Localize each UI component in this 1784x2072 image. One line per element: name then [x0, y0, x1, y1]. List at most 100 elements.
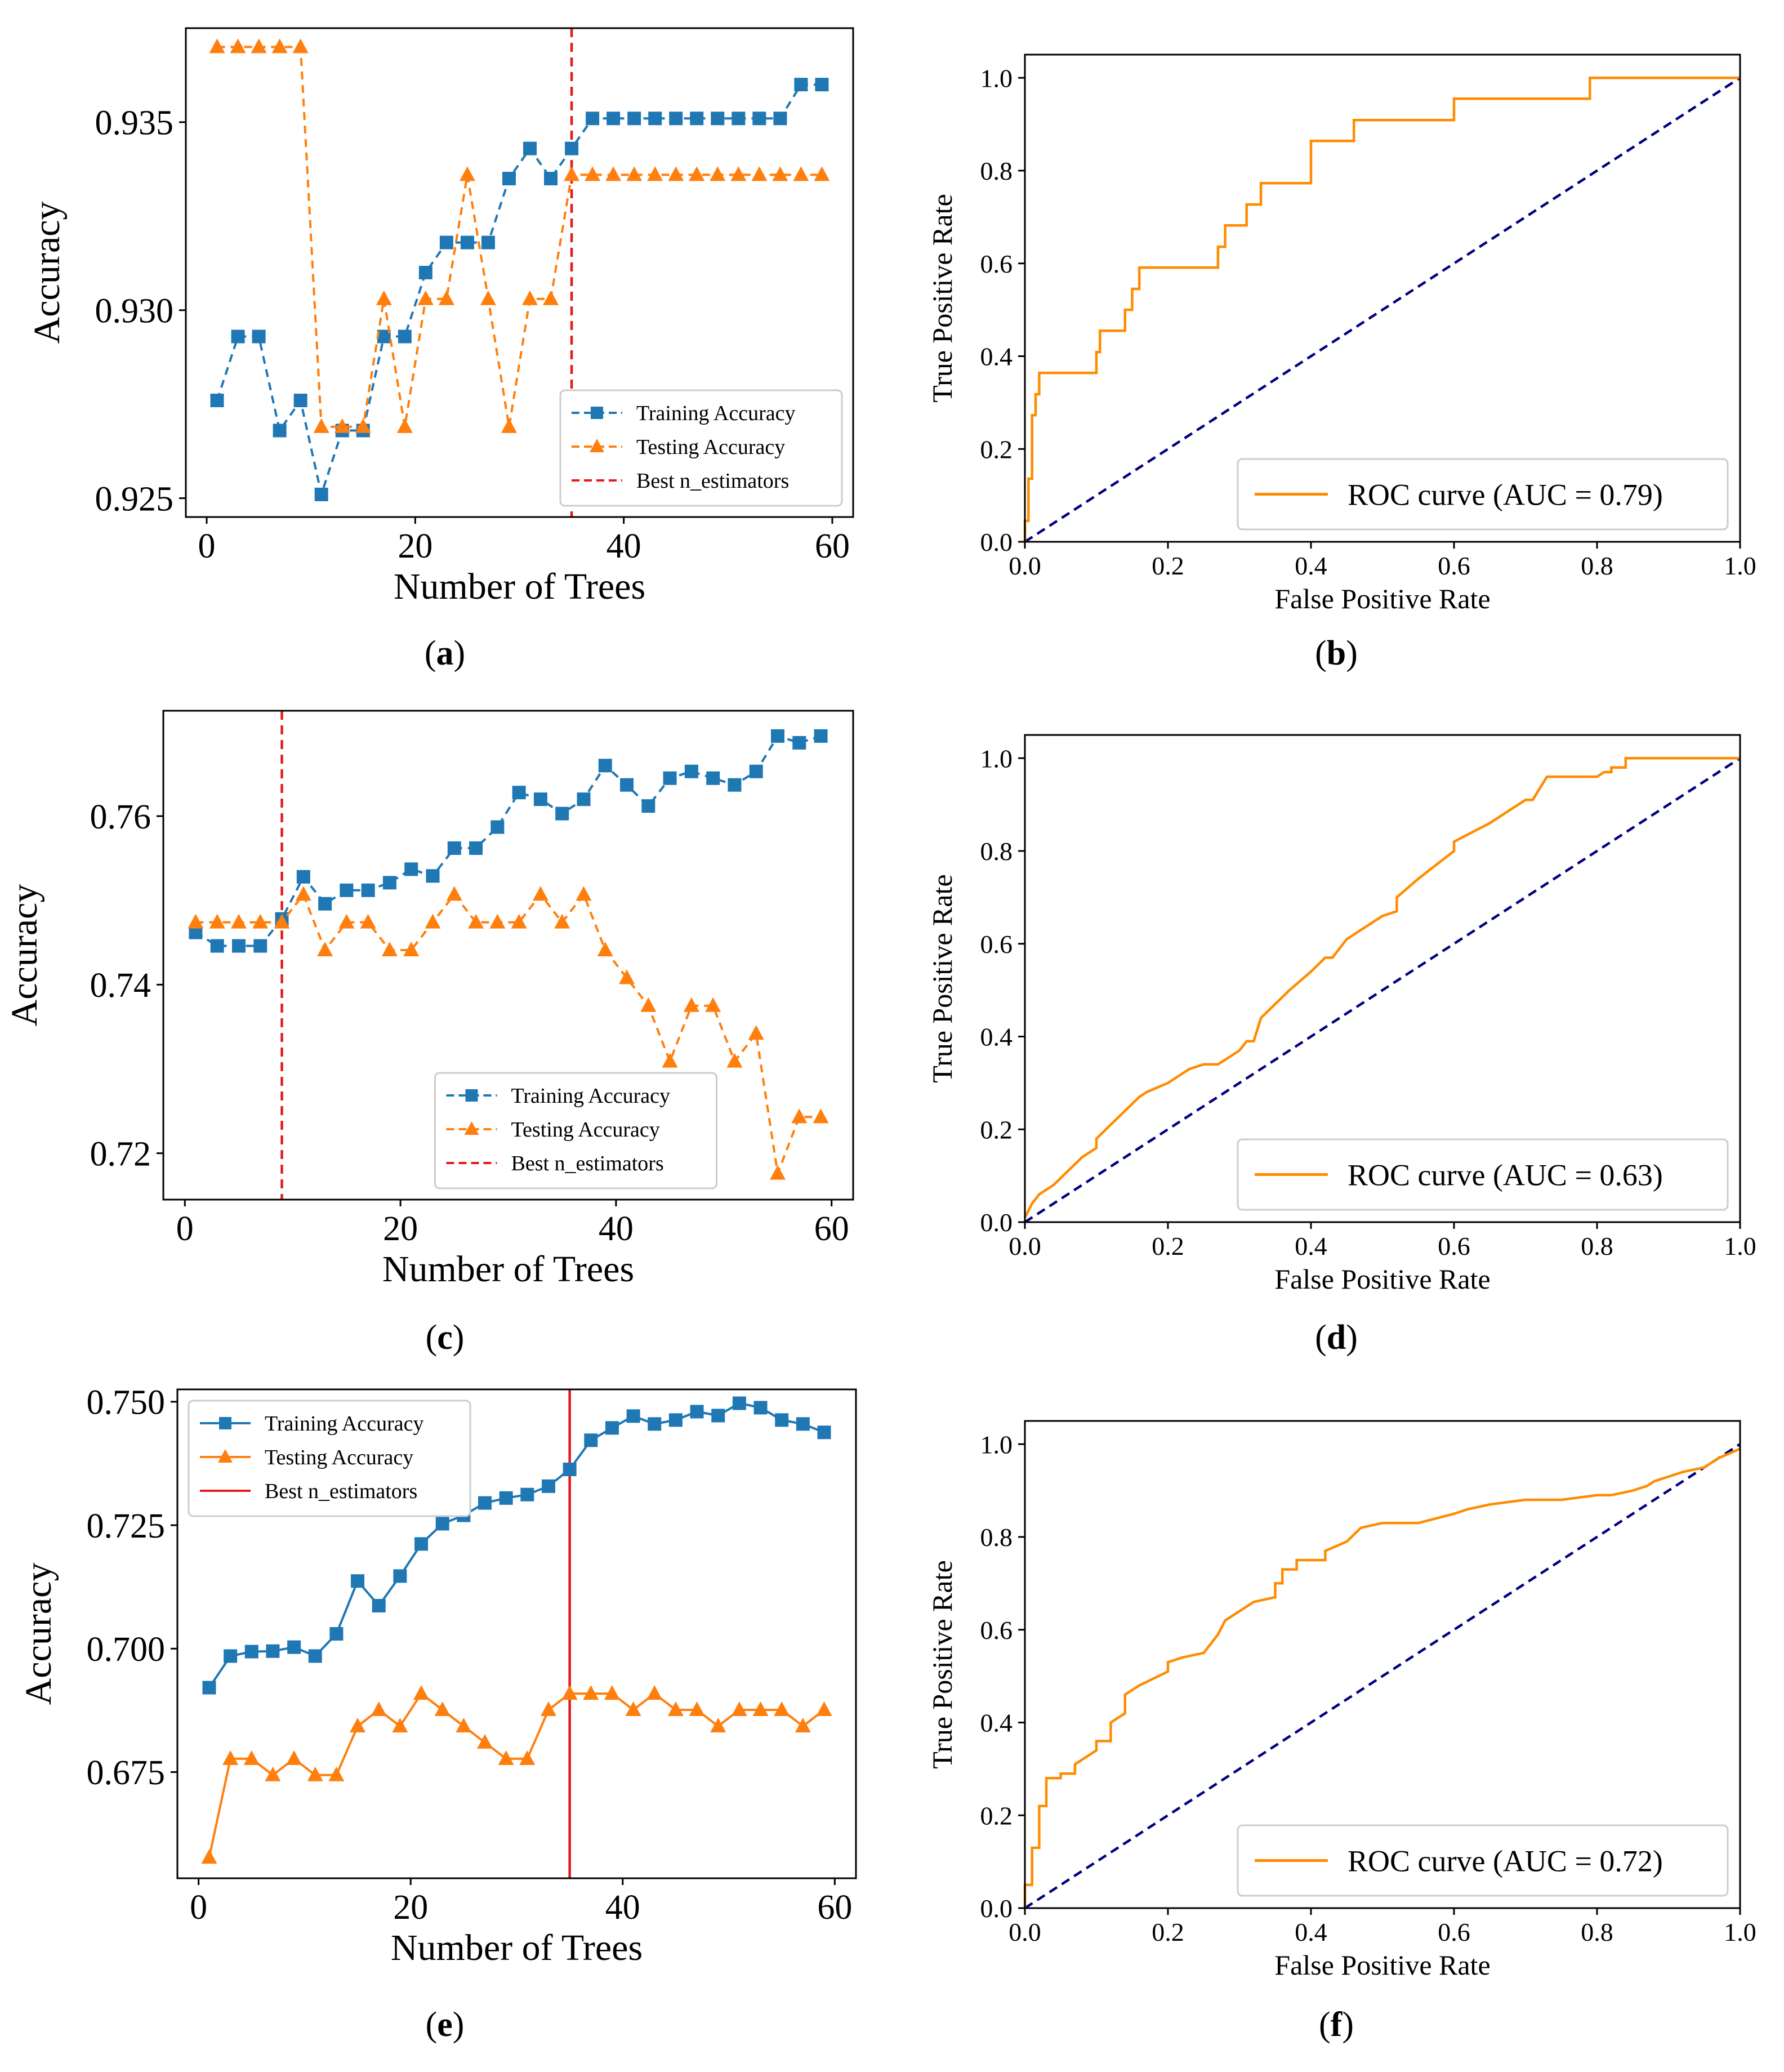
- x-tick-label: 1.0: [1724, 1918, 1756, 1946]
- legend-label-roc: ROC curve (AUC = 0.79): [1348, 478, 1663, 512]
- y-axis-label: True Positive Rate: [926, 1560, 958, 1768]
- testing-accuracy-point: [816, 1701, 832, 1717]
- testing-accuracy-point: [667, 1701, 684, 1717]
- y-tick-label: 0.675: [87, 1754, 166, 1792]
- y-axis-label: Accuracy: [26, 202, 68, 344]
- training-accuracy-point: [478, 1496, 492, 1510]
- x-axis-label: False Positive Rate: [1274, 583, 1490, 614]
- testing-accuracy-point: [456, 1717, 472, 1732]
- training-accuracy-point: [266, 1644, 280, 1658]
- y-axis-label: Accuracy: [4, 884, 45, 1027]
- y-tick-label: 0.76: [90, 798, 151, 836]
- legend-marker-training: [465, 1089, 478, 1102]
- testing-accuracy-point: [662, 1053, 678, 1068]
- testing-accuracy-point: [446, 886, 462, 901]
- training-accuracy-point: [244, 1645, 258, 1659]
- testing-accuracy-point: [413, 1685, 430, 1700]
- training-accuracy-point: [684, 764, 698, 778]
- y-tick-label: 0.0: [980, 1208, 1013, 1237]
- chance-diagonal-line: [1024, 1443, 1741, 1909]
- testing-accuracy-point: [392, 1717, 408, 1732]
- x-tick-label: 0: [198, 527, 216, 565]
- series-line-training: [195, 734, 822, 947]
- training-accuracy-point: [231, 939, 246, 953]
- x-tick-label: 1.0: [1724, 1232, 1756, 1260]
- x-tick-label: 0.0: [1009, 1232, 1041, 1260]
- y-tick-label: 1.0: [980, 64, 1013, 92]
- x-tick-label: 0.8: [1581, 551, 1613, 580]
- training-accuracy-point: [648, 112, 662, 126]
- testing-accuracy-point: [313, 418, 329, 433]
- training-accuracy-point: [418, 266, 432, 279]
- training-accuracy-point: [426, 869, 440, 883]
- training-accuracy-point: [586, 112, 600, 126]
- legend-label-training: Training Accuracy: [265, 1412, 423, 1436]
- testing-accuracy-point: [292, 38, 309, 54]
- series-line-roc: [1023, 76, 1740, 542]
- testing-accuracy-point: [585, 166, 601, 181]
- testing-accuracy-point: [230, 914, 247, 929]
- x-tick-label: 40: [606, 527, 641, 565]
- training-accuracy-point: [711, 112, 725, 126]
- legend-label-training: Training Accuracy: [636, 402, 795, 425]
- panel-f-chart: 0.0 0.2 0.4 0.6 0.8 1.0 0.0 0.2 0.4 0.6 0.8 1.0 Fals…: [926, 1420, 1756, 2044]
- testing-accuracy-point: [730, 166, 747, 181]
- training-accuracy-point: [752, 112, 766, 126]
- panel-caption: (b): [1315, 634, 1358, 672]
- training-accuracy-point: [555, 806, 569, 821]
- y-tick-label: 0.750: [87, 1384, 166, 1422]
- series-line-roc: [1023, 1447, 1741, 1908]
- testing-accuracy-point: [371, 1701, 387, 1717]
- testing-accuracy-point: [791, 1108, 808, 1124]
- legend-box: [1237, 1824, 1729, 1897]
- training-accuracy-point: [794, 78, 808, 92]
- panel-e-chart: 0 20 40 60 0.675 0.700 0.725 0.750 Number of Tre…: [18, 1384, 857, 2044]
- testing-accuracy-point: [265, 1766, 281, 1781]
- testing-accuracy-point: [668, 166, 684, 181]
- training-accuracy-point: [796, 1417, 810, 1431]
- axes-frame: [162, 710, 854, 1201]
- training-accuracy-point: [314, 487, 328, 501]
- training-accuracy-point: [340, 883, 354, 897]
- training-accuracy-point: [690, 1405, 704, 1419]
- testing-accuracy-point: [726, 1053, 743, 1068]
- axes-frame: [176, 1388, 857, 1879]
- legend-marker-testing: [218, 1449, 233, 1463]
- y-tick-label: 0.74: [90, 966, 151, 1005]
- testing-accuracy-point: [814, 166, 830, 181]
- x-tick-label: 20: [393, 1888, 428, 1927]
- training-accuracy-point: [435, 1517, 449, 1531]
- training-accuracy-point: [351, 1574, 365, 1588]
- testing-accuracy-point: [640, 997, 657, 1012]
- testing-accuracy-point: [689, 166, 705, 181]
- y-axis-label: True Positive Rate: [926, 194, 958, 402]
- x-tick-label: 0.8: [1581, 1918, 1613, 1946]
- x-tick-label: 0.2: [1152, 1232, 1184, 1260]
- y-tick-label: 0.2: [980, 1115, 1013, 1144]
- testing-accuracy-point: [731, 1701, 747, 1717]
- testing-accuracy-point: [619, 969, 635, 984]
- x-axis-label: False Positive Rate: [1274, 1263, 1490, 1295]
- training-accuracy-point: [606, 112, 621, 126]
- legend-marker-training: [219, 1417, 231, 1429]
- x-tick-label: 0.4: [1295, 1918, 1327, 1946]
- training-accuracy-point: [296, 870, 310, 884]
- training-accuracy-point: [469, 841, 483, 855]
- training-accuracy-point: [361, 883, 375, 897]
- training-accuracy-point: [414, 1537, 429, 1551]
- training-accuracy-point: [541, 1479, 555, 1493]
- training-accuracy-point: [771, 729, 785, 743]
- axes-frame: [185, 27, 854, 518]
- training-accuracy-point: [252, 329, 266, 344]
- testing-accuracy-point: [705, 997, 721, 1012]
- testing-accuracy-point: [583, 1685, 599, 1700]
- testing-accuracy-point: [188, 914, 204, 929]
- legend-box: [1237, 458, 1729, 531]
- testing-accuracy-point: [274, 914, 290, 929]
- testing-accuracy-point: [498, 1750, 514, 1765]
- x-tick-label: 0.6: [1438, 1918, 1470, 1946]
- training-accuracy-point: [404, 862, 418, 876]
- training-accuracy-point: [460, 235, 474, 249]
- training-accuracy-point: [663, 771, 677, 785]
